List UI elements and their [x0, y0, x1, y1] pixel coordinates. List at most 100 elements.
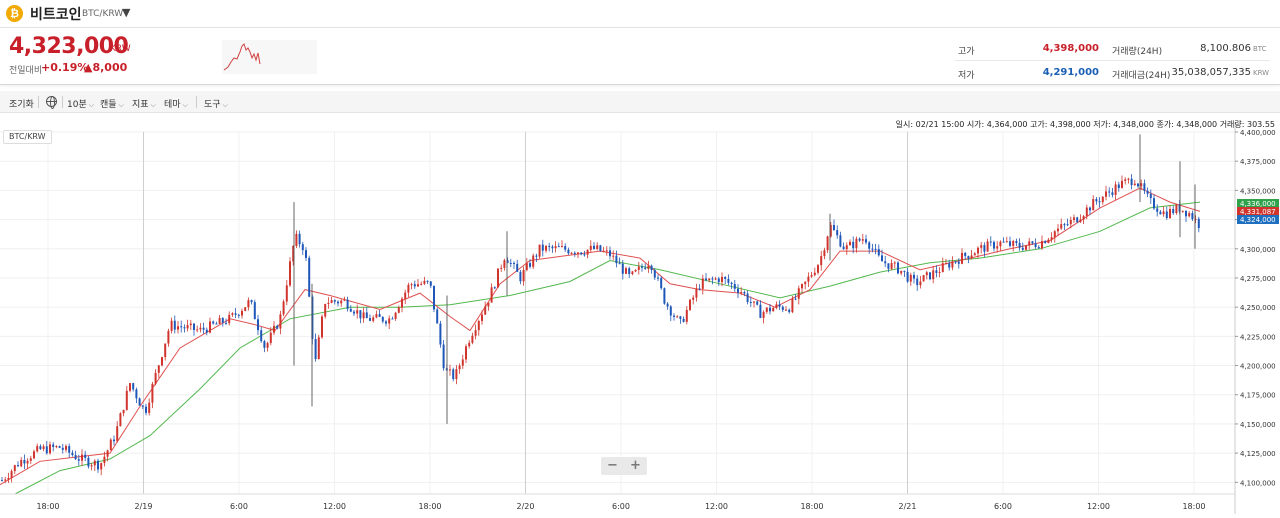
- candle-body: [961, 252, 963, 264]
- candle-body: [343, 299, 346, 301]
- zoom-in-button[interactable]: +: [630, 458, 641, 473]
- candle-body: [970, 255, 973, 259]
- candle-body: [365, 312, 368, 319]
- candle-body: [941, 263, 944, 272]
- candle-body: [845, 245, 848, 250]
- candle-body: [417, 284, 419, 287]
- candle-body: [583, 254, 586, 256]
- candle-body: [788, 309, 791, 313]
- indicator-dropdown[interactable]: 지표 ⌵: [132, 97, 156, 110]
- y-tick-label: 4,100,000: [1240, 479, 1276, 487]
- candle-body: [247, 300, 250, 308]
- candle-body: [77, 459, 80, 461]
- candle-dropdown[interactable]: 캔들 ⌵: [100, 97, 124, 110]
- price-chart[interactable]: 4,100,000 4,125,000 4,150,000 4,175,000 4,20…: [0, 114, 1280, 514]
- coin-name[interactable]: 비트코인: [30, 7, 82, 23]
- candle-body: [324, 304, 327, 317]
- candle-body: [71, 452, 74, 456]
- candle-body: [103, 456, 106, 464]
- candle-body: [935, 270, 938, 273]
- candle-body: [903, 270, 906, 272]
- candle-body: [666, 303, 669, 307]
- candle-body: [1127, 178, 1130, 180]
- candle-body: [708, 278, 711, 281]
- candle-body: [551, 246, 554, 249]
- candle-body: [714, 278, 717, 280]
- candle-body: [682, 318, 685, 322]
- candle-body: [890, 263, 893, 269]
- y-tick-label: 4,150,000: [1240, 421, 1276, 429]
- candlestick-chart-svg[interactable]: 4,100,000 4,125,000 4,150,000 4,175,000 4,20…: [0, 114, 1280, 514]
- candle-body: [740, 292, 743, 294]
- x-tick-label: 18:00: [418, 502, 441, 511]
- candle-body: [484, 306, 487, 315]
- candle-body: [673, 315, 675, 317]
- candle-body: [474, 330, 477, 336]
- candle-body: [4, 479, 7, 481]
- chart-toolbar: 조기화 10분 ⌵ 캔들 ⌵ 지표 ⌵ 테마 ⌵ 도구 ⌵: [0, 91, 1280, 113]
- candle-body: [1105, 191, 1107, 197]
- candle-body: [1149, 193, 1152, 199]
- candle-body: [954, 261, 957, 263]
- x-tick-label: 12:00: [323, 502, 346, 511]
- y-tick-label: 4,400,000: [1240, 129, 1276, 137]
- candle-body: [1185, 210, 1187, 217]
- candle-body: [225, 322, 227, 324]
- candle-body: [538, 244, 541, 257]
- candle-body: [487, 302, 490, 307]
- candle-body: [967, 256, 970, 259]
- price-label-box: [1237, 215, 1279, 224]
- candle-body: [599, 245, 602, 252]
- chevron-down-icon[interactable]: ▼: [122, 6, 131, 19]
- current-price: 4,323,000: [9, 34, 129, 59]
- indicator-label: 지표: [132, 100, 149, 110]
- candle-body: [263, 341, 266, 348]
- x-tick-label: 2/20: [517, 502, 535, 511]
- tools-dropdown[interactable]: 도구 ⌵: [204, 97, 228, 110]
- zoom-out-button[interactable]: −: [607, 458, 618, 473]
- candle-body: [276, 325, 279, 329]
- candle-body: [922, 275, 925, 282]
- reset-button[interactable]: 조기화: [9, 100, 34, 110]
- candle-body: [125, 390, 128, 410]
- candle-body: [183, 327, 186, 329]
- x-tick-label: 12:00: [1087, 502, 1110, 511]
- interval-dropdown[interactable]: 10분 ⌵: [67, 97, 94, 110]
- candle-body: [317, 337, 320, 360]
- price-axis-background: [1235, 114, 1280, 514]
- theme-dropdown[interactable]: 테마 ⌵: [164, 97, 188, 110]
- low-label: 저가: [958, 71, 975, 81]
- coin-pair[interactable]: BTC/KRW: [82, 9, 124, 19]
- candle-body: [737, 288, 739, 293]
- candle-body: [765, 307, 768, 312]
- y-tick-label: 4,250,000: [1240, 304, 1276, 312]
- candle-body: [724, 276, 727, 279]
- candle-body: [388, 318, 391, 324]
- candle-body: [273, 325, 275, 333]
- candle-body: [285, 285, 288, 302]
- candle-body: [321, 316, 323, 338]
- globe-icon[interactable]: [46, 96, 57, 109]
- candle-body: [689, 299, 691, 310]
- amount-unit: KRW: [1253, 69, 1270, 77]
- candle-body: [1041, 241, 1043, 249]
- candle-body: [305, 250, 307, 258]
- candle-body: [26, 460, 29, 464]
- candle-body: [647, 265, 650, 269]
- candle-body: [548, 246, 551, 248]
- candle-body: [193, 323, 195, 330]
- chevron-down-icon: ⌵: [88, 101, 95, 109]
- candle-body: [669, 306, 672, 316]
- candle-body: [308, 257, 311, 297]
- x-tick-label: 12:00: [705, 502, 728, 511]
- candle-body: [1057, 228, 1059, 232]
- candle-body: [753, 301, 755, 303]
- candle-body: [413, 284, 416, 287]
- candle-body: [1034, 243, 1037, 248]
- candle-body: [817, 265, 819, 273]
- candle-body: [653, 270, 656, 278]
- candle-body: [420, 283, 423, 285]
- bitcoin-icon: ₿: [6, 5, 23, 22]
- candle-body: [545, 246, 547, 251]
- candle-body: [733, 284, 736, 289]
